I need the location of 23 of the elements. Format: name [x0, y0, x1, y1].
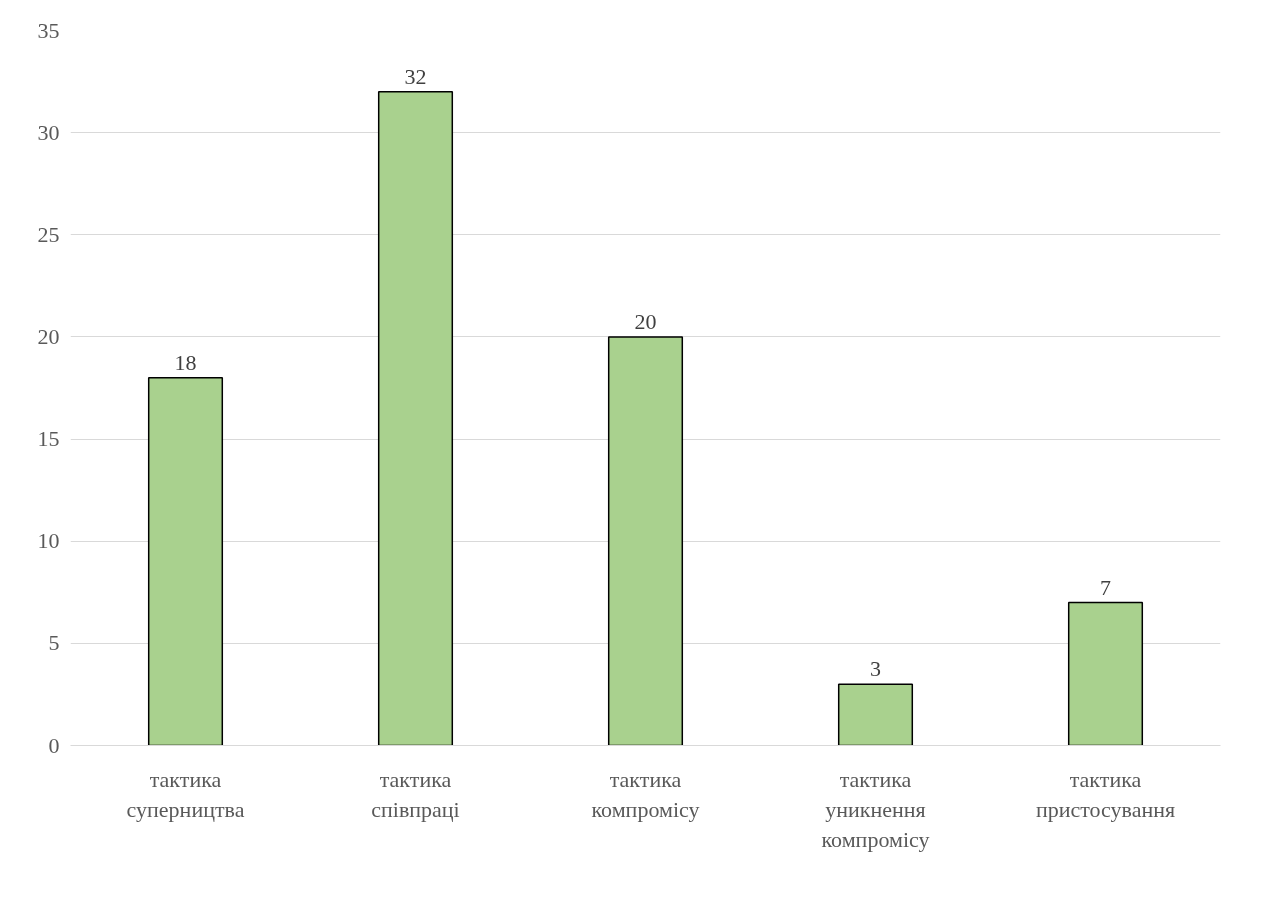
y-tick-label: 5 [48, 630, 60, 656]
x-tick-label: тактика суперництва [126, 766, 245, 822]
y-tick-label: 10 [37, 528, 60, 554]
y-tick-label: 35 [37, 17, 60, 43]
x-tick-label: тактика уникнення компромісу [821, 766, 930, 852]
y-tick-label: 25 [37, 221, 60, 247]
y-tick-label: 30 [37, 119, 60, 145]
data-label: 18 [174, 349, 197, 375]
bar [1067, 601, 1144, 746]
y-tick-label: 15 [37, 426, 60, 452]
bar [837, 683, 914, 746]
bar [147, 377, 224, 746]
y-tick-label: 0 [48, 732, 60, 758]
x-tick-label: тактика компромісу [591, 766, 700, 822]
x-tick-label: тактика пристосування [1035, 766, 1176, 822]
data-label: 7 [1100, 574, 1111, 600]
data-label: 32 [404, 63, 427, 89]
y-tick-label: 20 [37, 323, 60, 349]
bar [377, 91, 454, 746]
x-tick-label: тактика співпраці [371, 766, 460, 822]
data-label: 20 [634, 308, 657, 334]
data-label: 3 [870, 656, 881, 682]
bar [607, 336, 684, 746]
